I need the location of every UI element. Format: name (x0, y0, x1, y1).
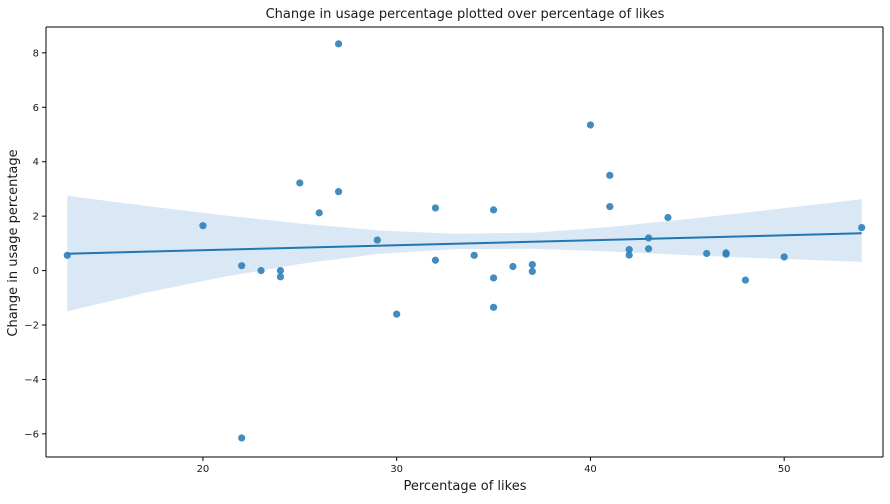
data-point (238, 434, 246, 442)
data-point (858, 223, 866, 232)
data-point (334, 188, 343, 196)
data-point (373, 236, 381, 244)
y-tick-label: 8 (33, 48, 39, 59)
x-tick-label: 30 (390, 464, 403, 475)
data-point (431, 204, 440, 212)
regression-line-layer (67, 232, 862, 255)
x-tick-label: 50 (778, 464, 791, 475)
data-point (586, 121, 595, 129)
data-point (276, 266, 285, 275)
y-axis-label: Change in usage percentage (6, 149, 21, 336)
data-point (625, 251, 633, 259)
data-point (470, 251, 478, 259)
data-point (528, 267, 536, 275)
y-tick-label: −2 (24, 321, 39, 332)
data-point (296, 179, 304, 187)
data-point (63, 251, 71, 259)
data-point (703, 249, 711, 258)
data-points-layer (63, 40, 866, 442)
data-point (334, 40, 343, 48)
data-point (393, 310, 401, 318)
data-point (606, 203, 614, 211)
data-point (489, 206, 498, 214)
data-point (257, 266, 265, 275)
data-point (276, 273, 285, 281)
confidence-band (67, 195, 862, 312)
x-tick-label: 40 (584, 464, 597, 475)
data-point (664, 213, 672, 222)
data-point (315, 209, 323, 217)
axes-layer: 20 30 40 50 −6 −4 −2 0 2 4 6 8 (24, 26, 884, 475)
data-point (528, 260, 536, 269)
chart-title: Change in usage percentage plotted over … (266, 7, 665, 22)
data-point (644, 234, 653, 242)
x-axis-label: Percentage of likes (404, 479, 527, 494)
data-point (509, 262, 517, 271)
y-tick-label: 0 (33, 266, 39, 277)
y-tick-label: 2 (33, 212, 39, 223)
data-point (625, 246, 633, 254)
data-point (606, 171, 614, 179)
data-point (644, 245, 653, 253)
data-point (489, 274, 498, 282)
data-point (238, 262, 246, 270)
y-tick-label: 4 (33, 157, 39, 168)
data-point (741, 276, 750, 284)
y-tick-label: −6 (24, 429, 39, 440)
data-point (489, 303, 498, 311)
confidence-band-layer (67, 195, 862, 312)
data-point (431, 256, 440, 264)
data-point (199, 222, 207, 230)
y-tick-label: 6 (33, 103, 39, 114)
x-tick-label: 20 (197, 464, 210, 475)
y-tick-label: −4 (24, 375, 39, 386)
data-point (780, 253, 788, 261)
regression-line (67, 232, 862, 255)
data-point (722, 250, 730, 258)
